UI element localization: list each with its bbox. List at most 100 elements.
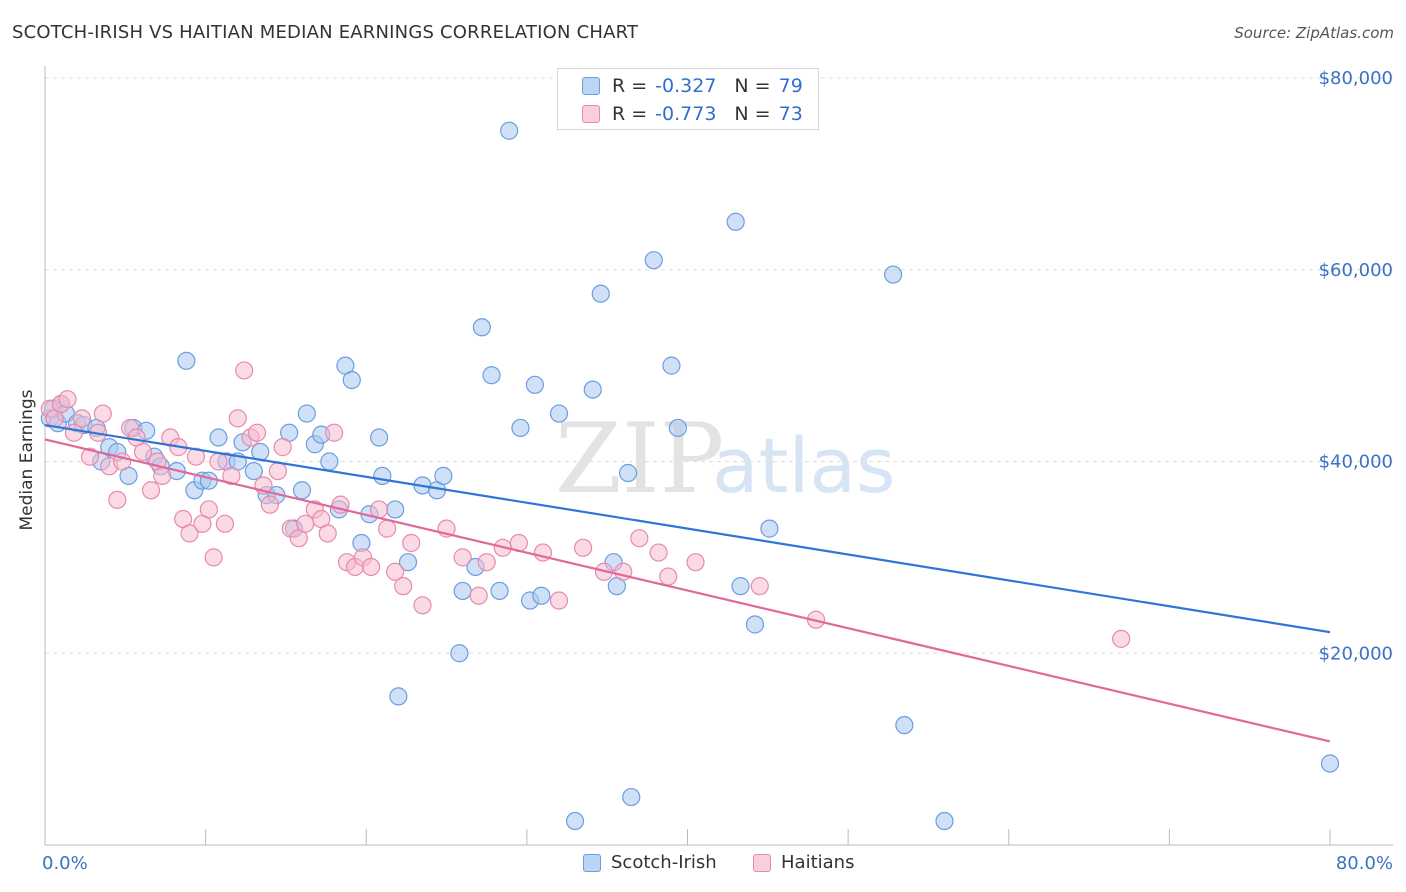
haitians-point xyxy=(402,533,421,553)
haitians-trend-line xyxy=(44,438,1331,743)
axes xyxy=(44,66,1393,846)
scotch-irish-point xyxy=(370,428,389,447)
haitians-point xyxy=(549,591,569,610)
legend-n-value: 79 xyxy=(778,75,803,97)
scotch-irish-point xyxy=(389,687,408,706)
haitians-point xyxy=(573,538,593,557)
haitians-point xyxy=(199,500,218,519)
series-legend-label: Scotch-Irish xyxy=(611,852,717,873)
legend-r-value: -0.773 xyxy=(655,103,717,125)
legend-r-value: -0.327 xyxy=(655,75,717,97)
legend-n-value: 73 xyxy=(778,103,803,125)
haitians-point xyxy=(413,596,432,615)
scotch-irish-point xyxy=(1320,754,1340,773)
scotch-irish-point xyxy=(386,500,405,519)
scotch-irish-point xyxy=(177,351,196,370)
haitians-point xyxy=(469,586,488,605)
haitians-swatch xyxy=(582,105,600,123)
haitians-point xyxy=(630,529,649,548)
haitians-point xyxy=(180,524,199,543)
series-legend-label: Haitians xyxy=(781,852,855,873)
scotch-irish-point xyxy=(622,787,641,807)
data-points xyxy=(40,121,1340,831)
haitians-point xyxy=(108,490,127,509)
x-tick-label: 0.0% xyxy=(42,853,88,874)
legend-r-label: R = xyxy=(612,103,648,125)
chart-source: Source: ZipAtlas.com xyxy=(1234,24,1394,42)
scotch-irish-point xyxy=(490,581,509,601)
scotch-irish-point xyxy=(500,121,519,140)
haitians-point xyxy=(93,404,112,423)
scotch-irish-point xyxy=(668,418,687,438)
legend-n-label: N = xyxy=(734,75,771,97)
haitians-point xyxy=(325,423,344,442)
scotch-irish-point xyxy=(726,212,745,231)
scotch-irish-point xyxy=(565,811,585,831)
haitians-point xyxy=(222,466,241,485)
scotch-irish-point xyxy=(532,586,551,605)
scotch-irish-point xyxy=(583,380,602,399)
scotch-irish-point xyxy=(450,644,469,663)
haitians-point xyxy=(235,361,254,380)
scotch-irish-point xyxy=(618,463,638,483)
x-tick-label: 80.0% xyxy=(1336,853,1393,874)
scotch-irish-point xyxy=(644,251,663,270)
legend-row-haitians: R = -0.773 N = 73 xyxy=(558,101,803,127)
scotch-irish-point xyxy=(373,466,392,485)
scotch-irish-point xyxy=(935,811,954,831)
haitians-point xyxy=(58,390,77,409)
scotch-irish-point xyxy=(453,581,472,601)
scotch-irish-point xyxy=(525,375,545,394)
scotch-irish-point xyxy=(472,318,491,337)
haitians-point xyxy=(268,461,288,481)
scotch-irish-point xyxy=(199,471,218,490)
haitians-point xyxy=(394,577,413,596)
scotch-irish-point xyxy=(731,577,750,596)
scotch-irish-point xyxy=(745,615,765,634)
scotch-irish-point xyxy=(320,452,339,471)
haitians-point xyxy=(80,447,100,466)
haitians-point xyxy=(204,548,223,567)
legend-r-label: R = xyxy=(612,75,648,97)
haitians-point xyxy=(209,452,228,471)
series-legend-scotch-irish: Scotch-Irish xyxy=(583,852,717,873)
scotch-irish-point xyxy=(398,553,418,572)
scotch-irish-point xyxy=(662,356,681,375)
y-tick-label: $20,000 xyxy=(1319,643,1393,664)
haitians-point xyxy=(228,409,247,428)
haitians-point xyxy=(296,514,315,533)
y-tick-label: $80,000 xyxy=(1319,68,1393,89)
scotch-irish-point xyxy=(482,366,501,385)
scotch-irish-trend-line xyxy=(44,423,1331,634)
scotch-irish-point xyxy=(209,428,228,447)
haitians-point xyxy=(370,500,389,519)
haitians-point xyxy=(361,557,381,577)
scotch-irish-swatch xyxy=(582,77,600,95)
haitians-point xyxy=(273,438,292,457)
series-legend-haitians: Haitians xyxy=(753,852,854,873)
y-axis-label: Median Earnings xyxy=(17,389,37,530)
scotch-irish-point xyxy=(342,370,361,390)
haitians-point xyxy=(153,466,172,485)
haitians-point xyxy=(318,524,337,543)
y-tick-label: $40,000 xyxy=(1319,452,1393,473)
scotch-irish-point xyxy=(591,284,610,303)
haitians-swatch xyxy=(753,853,771,872)
haitians-point xyxy=(1112,629,1131,648)
scotch-irish-point xyxy=(244,461,263,481)
haitians-point xyxy=(686,553,705,572)
scotch-irish-point xyxy=(511,418,530,438)
series-legend: Scotch-Irish Haitians xyxy=(0,852,1406,876)
haitians-point xyxy=(260,495,279,514)
scotch-irish-point xyxy=(434,466,453,485)
haitians-point xyxy=(215,514,234,533)
haitians-point xyxy=(649,543,668,562)
y-tick-label: $60,000 xyxy=(1319,260,1393,281)
haitians-point xyxy=(133,442,153,462)
chart-title: SCOTCH-IRISH VS HAITIAN MEDIAN EARNINGS … xyxy=(12,22,639,43)
scotch-irish-point xyxy=(760,519,779,538)
haitians-point xyxy=(247,423,267,442)
haitians-point xyxy=(72,409,92,428)
scotch-irish-point xyxy=(297,404,316,423)
legend-row-scotch-irish: R = -0.327 N = 79 xyxy=(558,73,803,99)
